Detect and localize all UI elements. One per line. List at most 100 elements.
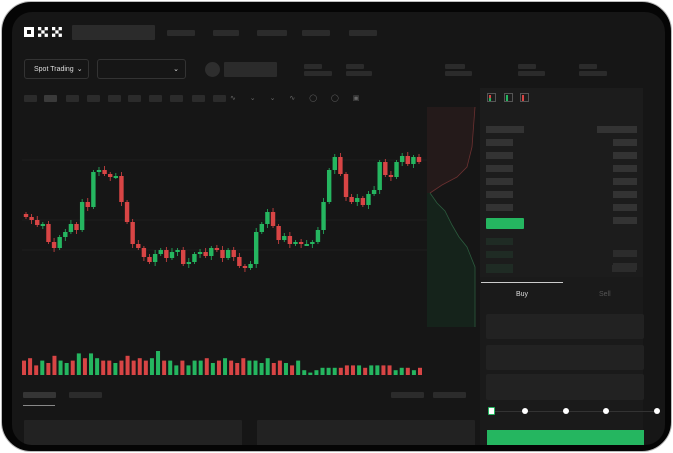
timeframe-button[interactable]	[213, 95, 226, 102]
nav-item[interactable]	[349, 30, 377, 36]
stat-value	[346, 71, 372, 76]
amount-input[interactable]	[486, 345, 644, 370]
slider-step-25[interactable]	[522, 408, 528, 414]
candle	[124, 202, 130, 222]
amount-slider[interactable]	[488, 407, 660, 415]
volume-bar	[101, 360, 106, 375]
filter-button[interactable]	[433, 392, 466, 398]
stat-label	[579, 64, 597, 69]
book-both-icon[interactable]	[487, 93, 496, 102]
volume-bar	[338, 367, 343, 375]
candle	[102, 170, 107, 174]
candle	[343, 174, 349, 197]
candle	[332, 157, 337, 170]
volume-bar	[34, 365, 39, 375]
volume-bar	[137, 358, 142, 375]
stat-label	[445, 64, 465, 69]
candle	[349, 197, 354, 202]
volume-bar	[186, 365, 191, 375]
volume-bar	[89, 353, 94, 375]
candle	[181, 250, 186, 264]
nav-item[interactable]	[302, 30, 330, 36]
tab-sell[interactable]: Sell	[599, 291, 611, 298]
volume-bar	[350, 365, 355, 375]
tab-buy[interactable]: Buy	[516, 291, 529, 298]
candle	[74, 224, 79, 230]
stat-value	[518, 71, 545, 76]
orders-card	[257, 420, 475, 445]
market-type-label: Spot Trading	[34, 65, 74, 73]
timeframe-button[interactable]	[108, 95, 121, 102]
candle	[63, 232, 68, 237]
candle	[225, 250, 231, 258]
candlestick-chart[interactable]	[12, 107, 428, 377]
volume-bar	[95, 358, 100, 375]
volume-bar	[70, 360, 75, 375]
volume-bar	[375, 365, 380, 375]
nav-item[interactable]	[167, 30, 195, 36]
tab-order-history[interactable]	[69, 392, 102, 398]
candle	[416, 157, 422, 162]
volume-bar	[363, 367, 368, 375]
candle	[192, 254, 197, 262]
volume-bar	[381, 365, 386, 375]
candle	[315, 230, 321, 242]
timeframe-button[interactable]	[66, 95, 79, 102]
candle	[46, 224, 51, 242]
price-input[interactable]	[486, 314, 644, 339]
candle	[388, 175, 394, 177]
timeframe-button[interactable]	[87, 95, 100, 102]
stat-label	[346, 64, 364, 69]
volume-bar	[290, 365, 295, 375]
order-book	[480, 88, 643, 277]
search-bar[interactable]	[72, 25, 155, 40]
stat-label	[518, 64, 536, 69]
volume-bar	[332, 367, 337, 375]
candle	[40, 224, 46, 226]
volume-bar	[405, 367, 410, 375]
filter-button[interactable]	[391, 392, 424, 398]
volume-bar	[418, 367, 422, 375]
candle	[304, 244, 309, 246]
volume-bar	[143, 360, 148, 375]
timeframe-button[interactable]	[149, 95, 162, 102]
slider-step-100[interactable]	[654, 408, 660, 414]
timeframe-button[interactable]	[192, 95, 205, 102]
volume-bar	[235, 363, 240, 375]
timeframe-button[interactable]	[44, 95, 57, 102]
candle	[23, 214, 29, 217]
book-bids-icon[interactable]	[504, 93, 513, 102]
slider-step-75[interactable]	[603, 408, 609, 414]
volume-bar	[119, 360, 124, 375]
market-type-dropdown[interactable]: Spot Trading ⌄	[24, 59, 89, 79]
timeframe-button[interactable]	[170, 95, 183, 102]
candle	[169, 252, 175, 258]
tab-open-orders[interactable]	[23, 392, 56, 398]
candle	[113, 176, 119, 178]
buy-button[interactable]	[487, 430, 644, 445]
pair-selector-dropdown[interactable]: ⌄	[97, 59, 186, 79]
total-input[interactable]	[486, 374, 644, 400]
drawing-tools-icons[interactable]: ∿ ⌄ ⌄ ∿ ◯ ◯ ▣	[230, 95, 366, 102]
slider-handle[interactable]	[488, 407, 495, 415]
okx-logo[interactable]	[24, 26, 64, 38]
slider-step-50[interactable]	[563, 408, 569, 414]
volume-bar	[125, 355, 130, 375]
volume-bar	[192, 360, 197, 375]
book-asks-icon[interactable]	[520, 93, 529, 102]
volume-bar	[223, 358, 228, 375]
nav-item[interactable]	[213, 30, 239, 36]
volume-bar	[314, 370, 319, 375]
volume-bar	[64, 363, 69, 375]
nav-item[interactable]	[257, 30, 287, 36]
depth-chart	[427, 107, 476, 327]
timeframe-button[interactable]	[128, 95, 141, 102]
volume-bar	[253, 360, 258, 375]
candle	[366, 194, 371, 205]
candle	[152, 254, 158, 262]
volume-bar	[46, 363, 51, 375]
volume-bar	[277, 360, 282, 375]
candle	[79, 202, 85, 230]
volume-bar	[113, 363, 118, 375]
timeframe-button[interactable]	[24, 95, 37, 102]
